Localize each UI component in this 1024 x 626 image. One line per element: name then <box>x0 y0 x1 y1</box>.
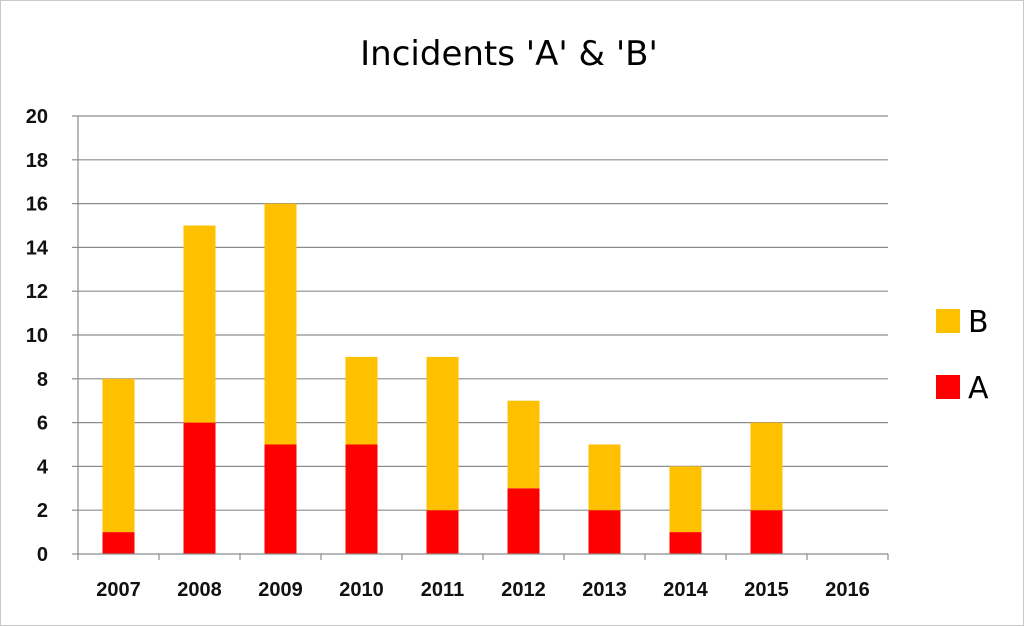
x-tick-label: 2010 <box>339 579 384 601</box>
bar-a-2011 <box>426 510 459 554</box>
bar-b-2013 <box>588 444 621 511</box>
bar-b-2007 <box>102 378 135 533</box>
x-tick-label: 2013 <box>582 579 627 601</box>
y-tick-label: 8 <box>37 369 48 391</box>
bars <box>102 203 783 554</box>
bar-a-2010 <box>345 444 378 554</box>
legend-swatch-b <box>936 309 960 333</box>
y-tick-label: 2 <box>37 500 48 522</box>
bar-a-2015 <box>750 510 783 554</box>
bar-a-2007 <box>102 532 135 554</box>
x-tick-label: 2012 <box>501 579 546 601</box>
x-tick-label: 2016 <box>825 579 870 601</box>
bar-a-2009 <box>264 444 297 554</box>
x-axis-ticks: 2007 2008 2009 2010 2011 2012 2013 2014 2015 2016 <box>77 554 889 601</box>
y-tick-label: 4 <box>37 456 49 478</box>
bar-b-2012 <box>507 400 540 489</box>
bar-b-2011 <box>426 356 459 511</box>
x-tick-label: 2011 <box>421 579 464 601</box>
bar-a-2012 <box>507 488 540 554</box>
bar-b-2008 <box>183 225 216 423</box>
bar-a-2008 <box>183 422 216 554</box>
y-tick-label: 20 <box>26 106 48 128</box>
x-tick-label: 2008 <box>177 579 222 601</box>
y-axis-ticks: 0 2 4 6 8 10 12 14 16 18 20 <box>26 106 78 566</box>
y-tick-label: 18 <box>26 150 48 172</box>
y-tick-label: 14 <box>26 237 49 259</box>
bar-a-2014 <box>669 532 702 554</box>
bar-b-2014 <box>669 466 702 533</box>
y-tick-label: 10 <box>26 325 48 347</box>
bar-a-2013 <box>588 510 621 554</box>
bar-b-2010 <box>345 356 378 445</box>
x-tick-label: 2009 <box>258 579 303 601</box>
y-tick-label: 12 <box>26 281 48 303</box>
legend-label-a: A <box>968 371 989 406</box>
bar-b-2009 <box>264 203 297 445</box>
y-tick-label: 16 <box>26 194 48 216</box>
x-tick-label: 2007 <box>96 579 141 601</box>
x-tick-label: 2014 <box>663 579 708 601</box>
legend: BA <box>936 305 989 406</box>
legend-swatch-a <box>936 375 960 399</box>
y-tick-label: 6 <box>37 413 48 435</box>
chart-title: Incidents 'A' & 'B' <box>360 34 658 74</box>
x-tick-label: 2015 <box>744 579 789 601</box>
bar-b-2015 <box>750 422 783 511</box>
y-tick-label: 0 <box>37 544 48 566</box>
legend-label-b: B <box>968 305 989 340</box>
